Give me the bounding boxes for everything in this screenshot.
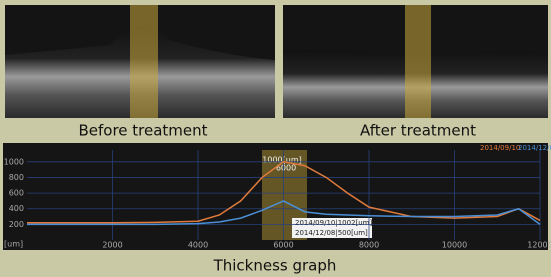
legend-entry: 2014/09/10 — [480, 144, 520, 152]
x-tick-label: 8000 — [359, 241, 379, 250]
highlight-before — [130, 5, 158, 118]
caption: After treatment — [360, 122, 476, 140]
x-tick-label: 10000 — [442, 241, 467, 250]
x-tick-label: 6000 — [273, 241, 293, 250]
y-tick-label: 200 — [9, 220, 24, 229]
caption: Before treatment — [78, 122, 207, 140]
highlight-after — [405, 5, 431, 118]
y-tick-label: 1000 — [4, 157, 24, 166]
figure: Before treatment After treatment Thickne… — [0, 0, 551, 277]
unit-label: [um] — [4, 240, 23, 249]
y-tick-label: 400 — [9, 204, 24, 213]
chart-title: Thickness graph — [213, 257, 337, 275]
x-tick-label: 4000 — [188, 241, 208, 250]
y-tick-label: 800 — [9, 173, 24, 182]
x-tick-label: 2000 — [102, 241, 122, 250]
legend-entry: 2014/12/08 — [518, 144, 551, 152]
y-tick-label: 600 — [9, 189, 24, 198]
figure-canvas: Before treatment After treatment Thickne… — [0, 0, 551, 277]
tooltip-text: 2014/12/08|500[um] — [295, 229, 368, 237]
x-tick-label: 12000 — [527, 241, 551, 250]
tooltip-text: 2014/09/10|1002[um] — [295, 219, 373, 227]
